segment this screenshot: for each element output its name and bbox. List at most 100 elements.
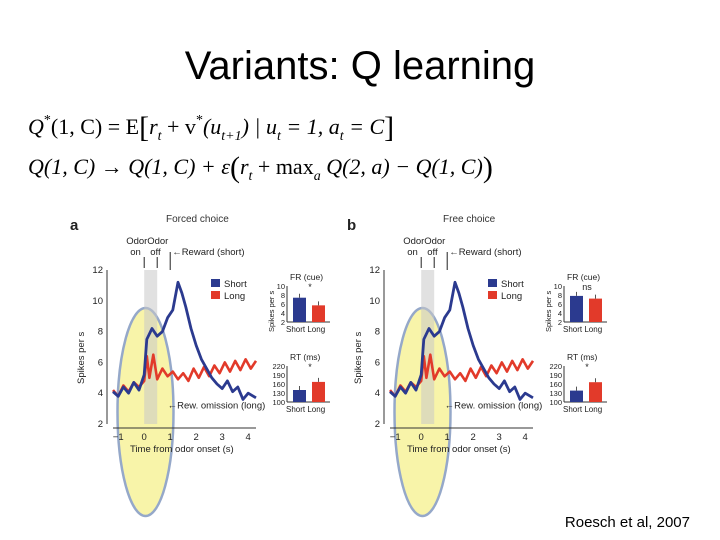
y-tick-label: 2 [375, 419, 380, 430]
series-line-long [389, 353, 535, 398]
rt-inset-title: RT (ms) [567, 352, 598, 362]
x-tick-label: 4 [246, 432, 251, 443]
rt-inset-tick-label: 100 [549, 398, 562, 407]
x-tick-label: 0 [142, 432, 147, 443]
panel-header: Forced choice [166, 214, 229, 225]
fr-inset-tick-label: 4 [558, 309, 562, 318]
y-tick-label: 4 [98, 388, 103, 399]
citation: Roesch et al, 2007 [564, 514, 690, 531]
panel-letter: b [347, 217, 356, 234]
fr-inset-ylabel: Spikes per s [267, 290, 276, 332]
series-line-short [112, 280, 257, 401]
rt-inset-tick-label: 220 [549, 362, 562, 371]
slide-title: Variants: Q learning [184, 44, 536, 88]
rt-inset-bar [570, 390, 583, 402]
fr-inset-categories: Short Long [563, 325, 602, 334]
reward-label: ←Reward (short) [172, 247, 244, 258]
odor-on-label: on [130, 247, 141, 258]
rt-inset-tick-label: 160 [549, 380, 562, 389]
odor-off-label: off [150, 247, 161, 258]
fr-inset-tick-label: 8 [281, 291, 285, 300]
rt-inset-significance: * [585, 362, 589, 372]
rt-inset-tick-label: 220 [272, 362, 285, 371]
fr-inset-tick-label: 2 [281, 318, 285, 327]
odor-on-label: on [407, 247, 418, 258]
rt-inset-bar [589, 382, 602, 402]
fr-inset-tick-label: 10 [554, 282, 562, 291]
rt-inset-tick-label: 160 [272, 380, 285, 389]
rt-inset-tick-label: 190 [549, 371, 562, 380]
fr-inset-tick-label: 2 [558, 318, 562, 327]
y-tick-label: 10 [369, 296, 380, 307]
legend-swatch-long [488, 291, 497, 299]
q-star-equation: Q*(1, C) = E[rt + v*(ut+1) | ut = 1, at … [28, 111, 395, 144]
series-line-long [112, 353, 258, 398]
rt-inset-tick-label: 130 [272, 389, 285, 398]
legend-label-long: Long [501, 291, 522, 302]
rt-inset-bar [293, 390, 306, 402]
omission-label: ←Rew. omission (long) [168, 401, 266, 412]
legend-swatch-long [211, 291, 220, 299]
legend-swatch-short [488, 279, 497, 287]
odor-band [421, 270, 435, 424]
odor-on-label: Odor [126, 236, 147, 247]
y-tick-label: 12 [92, 265, 103, 276]
odor-off-label: Odor [147, 236, 168, 247]
q-update-equation: Q(1, C) → Q(1, C) + ε(rt + maxa Q(2, a) … [28, 151, 493, 184]
reward-label: ←Reward (short) [449, 247, 521, 258]
rt-inset-tick-label: 190 [272, 371, 285, 380]
legend-swatch-short [211, 279, 220, 287]
y-tick-label: 12 [369, 265, 380, 276]
rt-inset-tick-label: 100 [272, 398, 285, 407]
x-tick-label: 4 [523, 432, 528, 443]
fr-inset-ylabel: Spikes per s [544, 290, 553, 332]
series-line-short [389, 280, 534, 401]
fr-inset-significance: ns [582, 282, 592, 292]
panel-letter: a [70, 217, 79, 234]
y-axis-label: Spikes per s [76, 331, 87, 384]
legend-label-short: Short [224, 279, 247, 290]
y-tick-label: 4 [375, 388, 380, 399]
rt-inset-categories: Short Long [286, 405, 325, 414]
x-tick-label: 3 [497, 432, 502, 443]
rt-inset-bar [312, 381, 325, 402]
x-tick-label: −1 [390, 432, 401, 443]
fr-inset-bar [312, 305, 325, 322]
x-axis-label: Time from odor onset (s) [130, 444, 234, 455]
fr-inset-title: FR (cue) [567, 272, 600, 282]
y-axis-label: Spikes per s [353, 331, 364, 384]
y-tick-label: 10 [92, 296, 103, 307]
odor-band [144, 270, 158, 424]
fr-inset-tick-label: 4 [281, 309, 285, 318]
fr-inset-title: FR (cue) [290, 272, 323, 282]
legend-label-short: Short [501, 279, 524, 290]
odor-off-label: off [427, 247, 438, 258]
fr-inset-tick-label: 6 [558, 300, 562, 309]
x-tick-label: 2 [194, 432, 199, 443]
x-tick-label: 1 [445, 432, 450, 443]
rt-inset-tick-label: 130 [549, 389, 562, 398]
fr-inset-tick-label: 8 [558, 291, 562, 300]
x-tick-label: −1 [113, 432, 124, 443]
y-tick-label: 8 [98, 327, 103, 338]
fr-inset-tick-label: 6 [281, 300, 285, 309]
x-tick-label: 2 [471, 432, 476, 443]
fr-inset-bar [570, 295, 583, 322]
fr-inset-tick-label: 10 [277, 282, 285, 291]
odor-off-label: Odor [424, 236, 445, 247]
rt-inset-significance: * [308, 362, 312, 372]
y-tick-label: 8 [375, 327, 380, 338]
x-tick-label: 1 [168, 432, 173, 443]
rt-inset-categories: Short Long [563, 405, 602, 414]
y-tick-label: 6 [375, 357, 380, 368]
legend-label-long: Long [224, 291, 245, 302]
y-tick-label: 6 [98, 357, 103, 368]
x-tick-label: 3 [220, 432, 225, 443]
rt-inset-title: RT (ms) [290, 352, 321, 362]
x-tick-label: 0 [419, 432, 424, 443]
fr-inset-significance: * [308, 282, 312, 292]
panel-header: Free choice [443, 214, 496, 225]
